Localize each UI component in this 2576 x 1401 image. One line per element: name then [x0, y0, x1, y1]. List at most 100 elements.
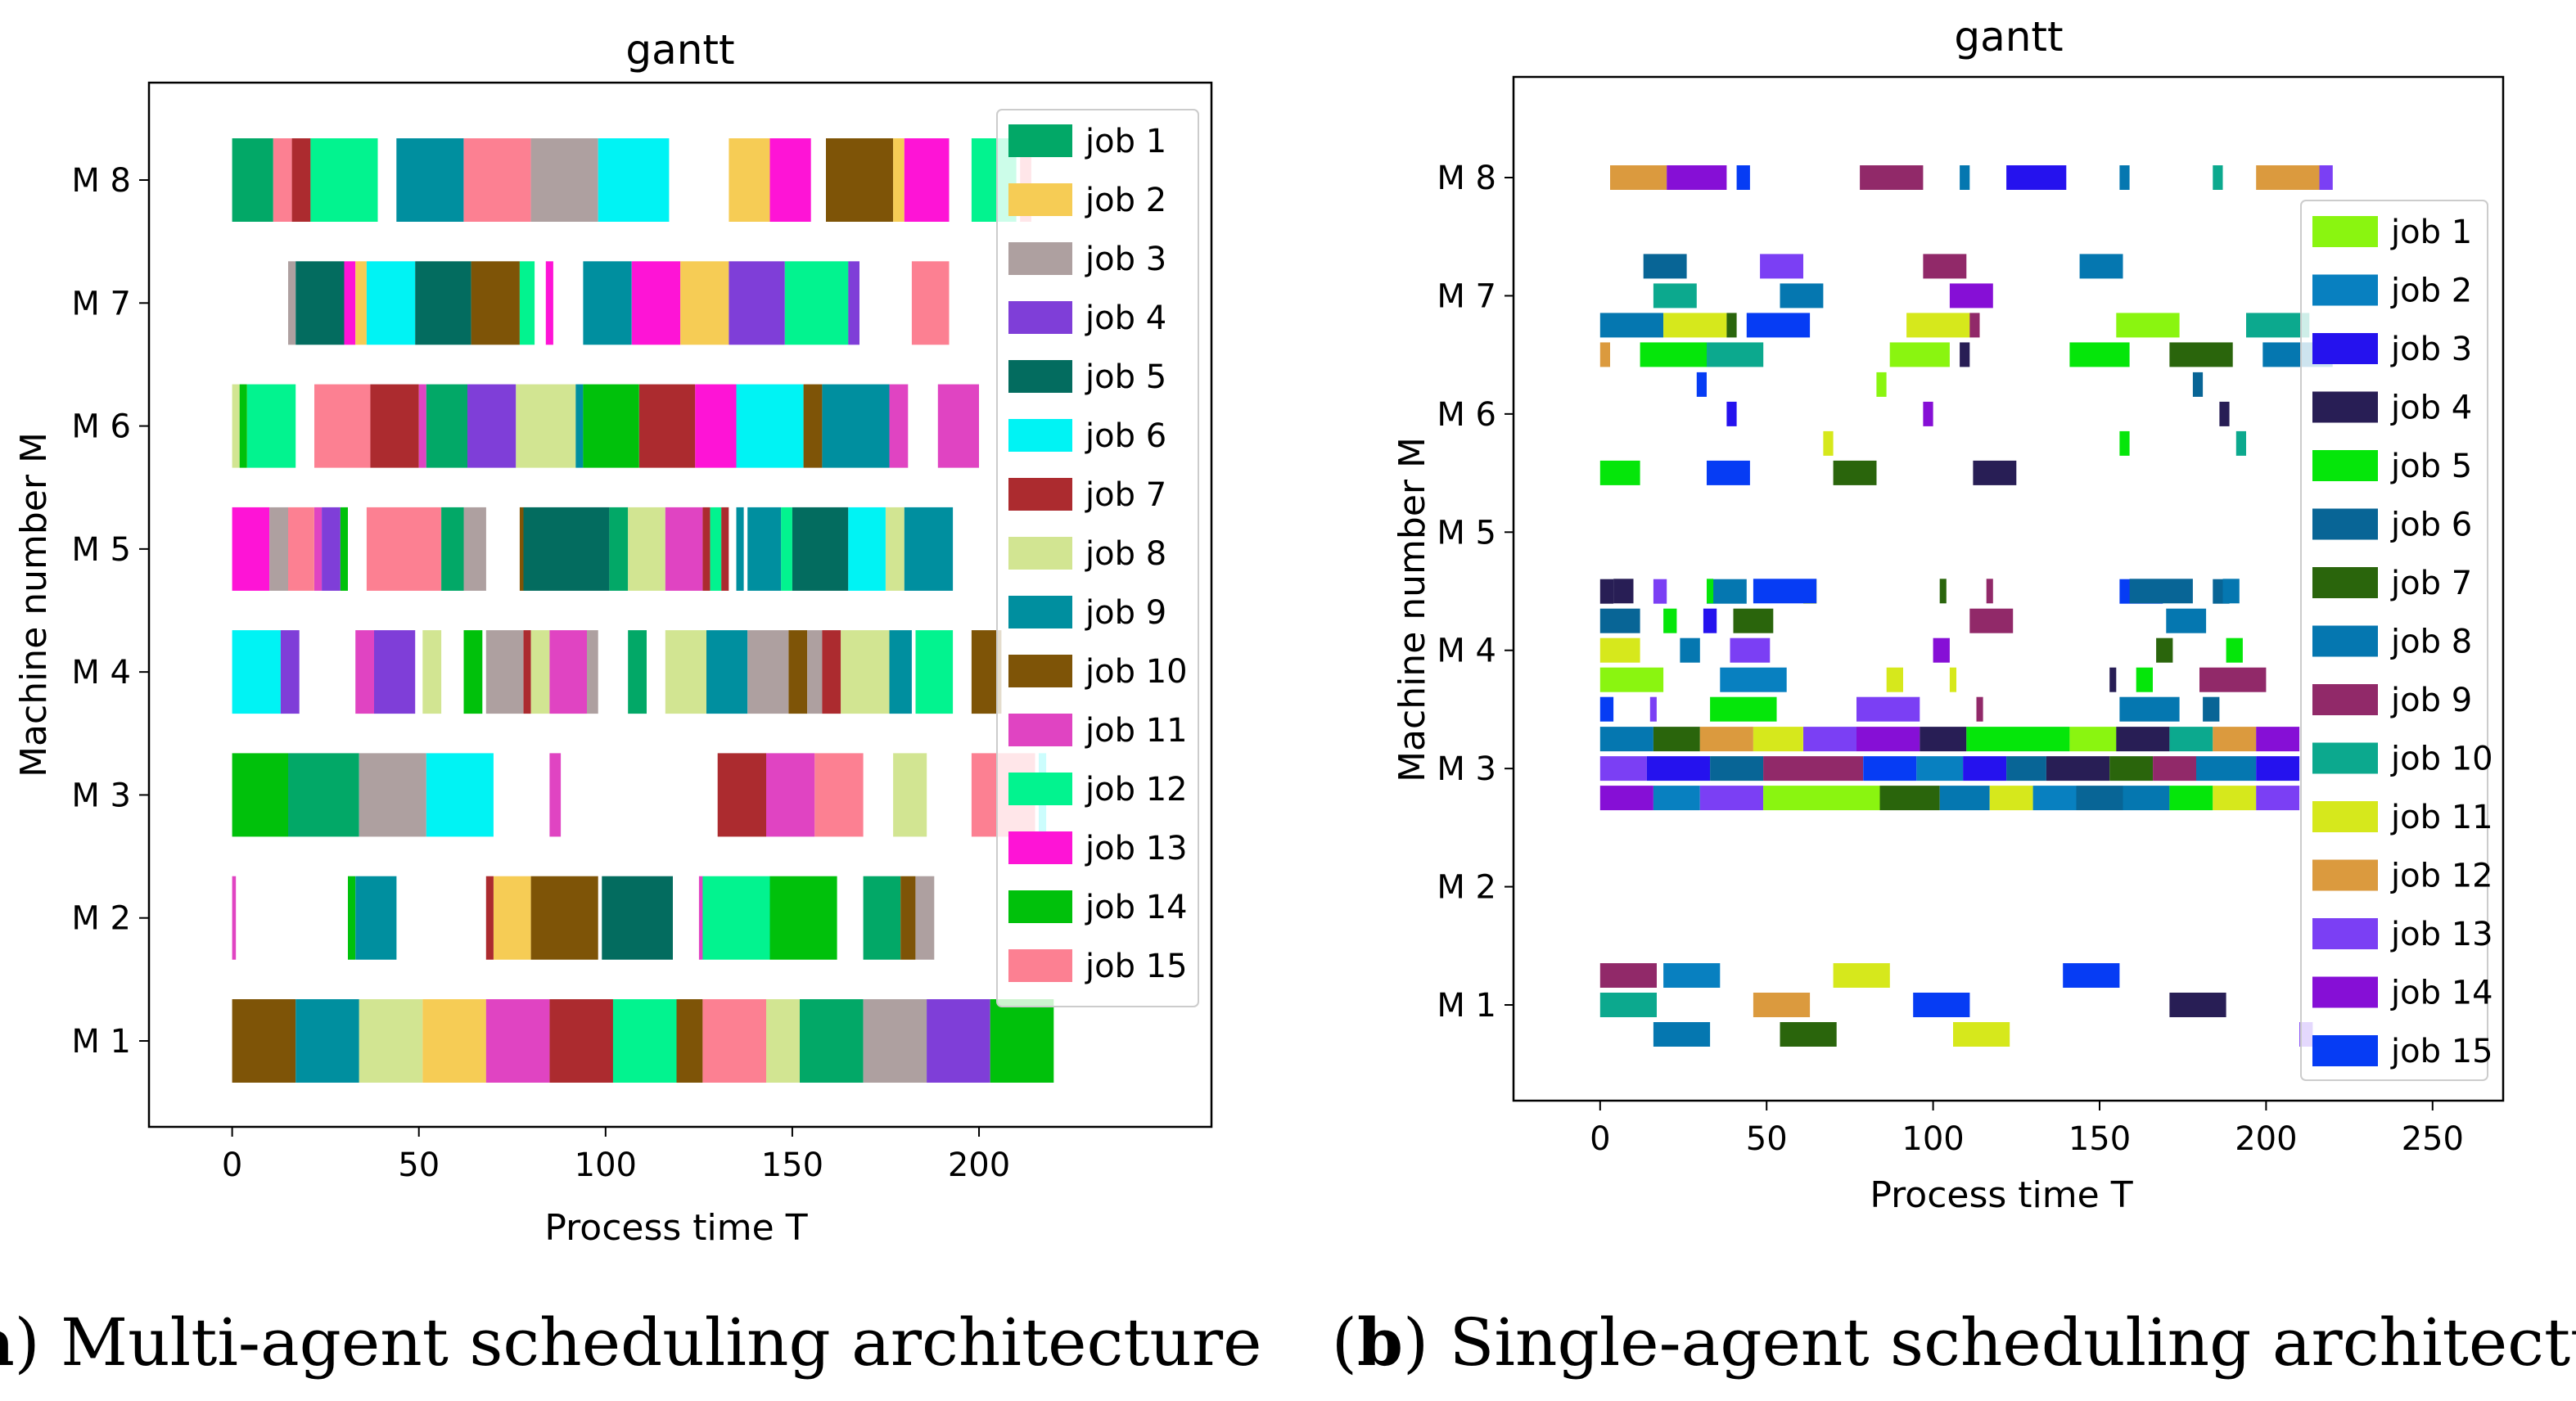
gantt-bar-m4-job-7: [822, 630, 841, 714]
gantt-bar-m1-job-4: [2169, 993, 2226, 1017]
gantt-bar-m2-job-7: [485, 876, 494, 960]
gantt-bar-m7-job-11: [1906, 313, 1970, 338]
gantt-bar-m7-job-13: [631, 261, 681, 345]
gantt-bar-m2-job-3: [915, 876, 935, 960]
gantt-bar-m4-job-11: [1949, 667, 1956, 692]
y-tick-label: M 6: [1437, 396, 1496, 434]
x-tick-label: 100: [575, 1146, 637, 1184]
panel-a-multi-agent: gantt M 1 M 2 M 3 M 4 M 5 M 6 M 7 M 8 0 50 100 150…: [0, 26, 1262, 1381]
legend-swatch-job-7: [1008, 478, 1072, 511]
gantt-bar-m8-job-14: [1667, 165, 1727, 190]
gantt-bars: [1599, 165, 2333, 1047]
legend-swatch-job-13: [1008, 831, 1072, 864]
legend-label-job-14: job 14: [2390, 975, 2493, 1012]
gantt-bar-m6-job-1: [426, 384, 467, 468]
legend-swatch-job-14: [2312, 976, 2378, 1008]
y-tick-label: M 7: [1437, 277, 1496, 315]
gantt-bar-m4-job-5: [1663, 608, 1677, 633]
gantt-bar-m3-job-15: [814, 753, 864, 837]
gantt-bar-m5-job-4: [1613, 579, 1634, 604]
legend-label-job-5: job 5: [2390, 448, 2472, 485]
x-tick-label: 200: [948, 1146, 1010, 1184]
y-tick-label: M 8: [71, 162, 131, 200]
gantt-bar-m7-job-4: [848, 261, 859, 345]
gantt-bar-m3-job-11: [766, 753, 815, 837]
legend-label-job-15: job 15: [1085, 948, 1188, 985]
y-axis-label: Machine number M: [13, 432, 55, 777]
gantt-bar-m4-job-3: [485, 630, 524, 714]
panel-b-single-agent: gantt M 1 M 2 M 3 M 4 M 5 M 6 M 7 M 8 0 50 100 150…: [1332, 13, 2576, 1381]
gantt-bar-m6-job-4: [1973, 460, 2017, 485]
gantt-bar-m3-job-3: [1646, 756, 1711, 782]
gantt-bar-m3-job-13: [1599, 756, 1647, 782]
gantt-bar-m8-job-6: [598, 138, 670, 222]
gantt-bar-m5-job-9: [736, 507, 744, 591]
gantt-bar-m7-job-9: [1923, 254, 1967, 279]
legend-swatch-job-2: [1008, 183, 1072, 216]
gantt-bar-m5-job-14: [340, 507, 348, 591]
gantt-bar-m6-job-12: [246, 384, 296, 468]
gantt-bar-m4-job-8: [2119, 696, 2180, 722]
gantt-bar-m7-job-5: [2069, 342, 2130, 367]
gantt-bar-m3-job-5: [2169, 786, 2213, 811]
gantt-bar-m2-job-5: [602, 876, 673, 960]
gantt-bar-m4-job-3: [807, 630, 823, 714]
gantt-bar-m4-job-9: [889, 630, 912, 714]
gantt-bar-m6-job-10: [2235, 430, 2246, 456]
gantt-bar-m3-job-14: [2256, 727, 2300, 752]
gantt-bar-m4-job-5: [1710, 696, 1777, 722]
gantt-bar-m4-job-13: [1653, 579, 1667, 604]
legend-label-job-15: job 15: [2390, 1033, 2493, 1070]
legend-label-job-7: job 7: [1085, 476, 1166, 514]
gantt-bar-m5-job-9: [1986, 579, 1993, 604]
gantt-bar-m1-job-9: [1599, 963, 1657, 988]
gantt-bar-m3-job-1: [288, 753, 359, 837]
gantt-bar-m4-job-9: [1976, 696, 1983, 722]
gantt-bar-m8-job-15: [463, 138, 531, 222]
gantt-bar-m2-job-9: [355, 876, 397, 960]
gantt-bar-m2-job-1: [863, 876, 901, 960]
gantt-bar-m7-job-12: [784, 261, 849, 345]
legend-swatch-job-15: [2312, 1035, 2378, 1066]
gantt-bar-m1-job-8: [1653, 1022, 1711, 1047]
gantt-bar-m5-job-12: [781, 507, 792, 591]
gantt-bar-m7-job-4: [1960, 342, 1970, 367]
gantt-bar-m4-job-4: [1599, 579, 1614, 604]
gantt-bar-m4-job-6: [1599, 608, 1640, 633]
gantt-bar-m3-job-13: [1699, 786, 1764, 811]
caption-text: Single-agent scheduling architecture: [1450, 1304, 2576, 1381]
gantt-bar-m3-job-1: [2069, 727, 2117, 752]
gantt-bar-m7-job-9: [1969, 313, 1980, 338]
legend-swatch-job-1: [1008, 124, 1072, 157]
plot-area: [147, 81, 1213, 1128]
gantt-bar-m4-job-3: [1703, 608, 1717, 633]
x-tick-label: 50: [398, 1146, 440, 1184]
gantt-bar-m7-job-7: [1726, 313, 1737, 338]
gantt-bar-m1-job-10: [676, 999, 703, 1083]
gantt-bar-m6-job-15: [1707, 460, 1750, 485]
gantt-bar-m1-job-1: [800, 999, 864, 1083]
x-tick-label: 0: [222, 1146, 242, 1184]
gantt-bar-m4-job-1: [1599, 667, 1664, 692]
x-tick-label: 0: [1590, 1120, 1610, 1158]
gantt-bar-m7-job-7: [2169, 342, 2233, 367]
y-tick-label: M 3: [71, 777, 131, 814]
legend-label-job-3: job 3: [2390, 331, 2472, 368]
y-tick-label: M 2: [71, 900, 131, 938]
legend-label-job-2: job 2: [2390, 273, 2472, 310]
y-tick-label: M 4: [1437, 633, 1496, 670]
y-tick-label: M 1: [1437, 987, 1496, 1025]
legend-swatch-job-4: [1008, 301, 1072, 334]
caption-b: (b) Single-agent scheduling architecture: [1332, 1304, 2576, 1381]
y-tick-label: M 3: [1437, 750, 1496, 788]
gantt-bar-m7-job-10: [1707, 342, 1764, 367]
gantt-bar-m2-job-10: [900, 876, 916, 960]
gantt-bar-m3-job-1: [1763, 786, 1880, 811]
gantt-bar-m4-job-9: [706, 630, 748, 714]
gantt-bar-m7-job-2: [355, 261, 367, 345]
gantt-bar-m4-job-1: [628, 630, 647, 714]
gantt-bar-m3-job-14: [1599, 786, 1653, 811]
gantt-bar-m8-job-13: [2319, 165, 2333, 190]
gantt-bar-m8-job-10: [826, 138, 894, 222]
